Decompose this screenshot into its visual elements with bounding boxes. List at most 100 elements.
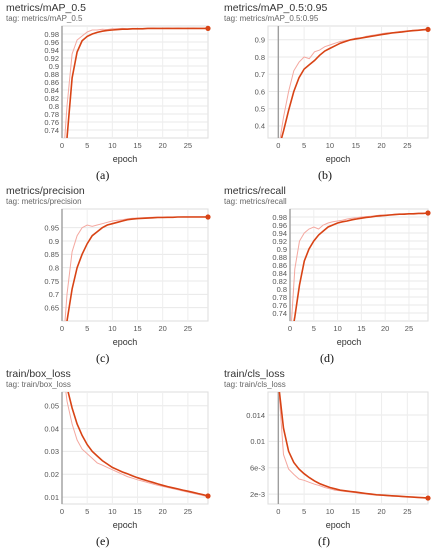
chart-panel-f: train/cls_loss tag: train/cls_loss 0.014… [218, 366, 435, 549]
x-tick-label: 5 [85, 141, 89, 150]
x-tick-label: 15 [357, 324, 365, 333]
y-tick-label: 0.9 [49, 237, 59, 246]
y-tick-label: 0.02 [44, 470, 59, 479]
y-tick-label: 0.78 [272, 293, 287, 302]
y-tick-label: 0.94 [44, 46, 59, 55]
y-tick-label: 0.95 [44, 223, 59, 232]
y-tick-label: 0.84 [44, 86, 59, 95]
chart-svg: 0.980.960.940.920.90.880.860.840.820.80.… [272, 208, 431, 347]
x-tick-label: 0 [276, 507, 280, 516]
y-tick-label: 0.76 [44, 118, 59, 127]
smoothed-series-line [278, 392, 428, 499]
chart-tag: tag: train/cls_loss [224, 380, 286, 389]
x-tick-label: 5 [85, 507, 89, 516]
raw-series-line [65, 392, 208, 498]
x-tick-label: 15 [352, 141, 360, 150]
chart-caption: (d) [320, 351, 334, 365]
end-point-marker [425, 26, 431, 33]
y-tick-label: 0.88 [44, 70, 59, 79]
x-tick-label: 25 [184, 507, 192, 516]
x-tick-label: 10 [326, 507, 334, 516]
x-axis-label: epoch [113, 337, 138, 347]
raw-series-line [278, 392, 428, 499]
end-point-marker [425, 210, 431, 216]
chart-panel-b: metrics/mAP_0.5:0.95 tag: metrics/mAP_0.… [218, 0, 435, 183]
y-tick-label: 0.86 [272, 261, 287, 270]
y-tick-label: 0.9 [49, 62, 59, 71]
x-tick-label: 0 [60, 324, 64, 333]
chart-tag: tag: metrics/mAP_0.5 [6, 14, 83, 23]
plot-frame [267, 391, 429, 505]
y-tick-label: 0.4 [255, 122, 265, 131]
y-tick-label: 0.8 [277, 285, 287, 294]
y-tick-label: 0.74 [44, 126, 59, 135]
y-tick-label: 0.9 [277, 245, 287, 254]
x-tick-label: 25 [184, 141, 192, 150]
chart-title: metrics/recall [224, 185, 286, 197]
smoothed-series-line [293, 212, 428, 321]
x-tick-label: 25 [403, 507, 411, 516]
y-tick-label: 0.5 [255, 105, 265, 114]
chart-title: metrics/mAP_0.5 [6, 2, 86, 14]
chart-tag: tag: metrics/mAP_0.5:0.95 [224, 14, 319, 23]
y-tick-label: 0.86 [44, 78, 59, 87]
chart-caption: (a) [96, 168, 110, 182]
y-tick-label: 0.65 [44, 303, 59, 312]
y-tick-label: 0.85 [44, 250, 59, 259]
chart-tag: tag: metrics/recall [224, 197, 287, 206]
x-tick-label: 5 [302, 141, 306, 150]
y-tick-label: 0.75 [44, 277, 59, 286]
x-axis-label: epoch [113, 154, 138, 164]
x-tick-label: 20 [159, 507, 167, 516]
x-tick-label: 10 [108, 324, 116, 333]
y-tick-label: 0.8 [49, 263, 59, 272]
x-tick-label: 0 [276, 141, 280, 150]
y-tick-label: 0.78 [44, 110, 59, 119]
chart-panel-d: metrics/recall tag: metrics/recall 0.98 0… [218, 183, 435, 366]
x-tick-label: 15 [133, 507, 141, 516]
y-tick-label: 2e-3 [250, 490, 265, 499]
x-tick-label: 15 [133, 141, 141, 150]
x-tick-label: 25 [403, 141, 411, 150]
chart-tag: tag: train/box_loss [6, 380, 71, 389]
x-tick-label: 5 [312, 324, 316, 333]
plot-frame [61, 391, 209, 505]
y-tick-label: 0.7 [255, 70, 265, 79]
y-tick-label: 0.92 [272, 237, 287, 246]
smoothed-series-line [280, 28, 428, 138]
y-tick-label: 0.74 [272, 309, 287, 318]
x-tick-label: 10 [326, 141, 334, 150]
chart-title: metrics/precision [6, 185, 85, 197]
chart-title: metrics/mAP_0.5:0.95 [224, 2, 328, 14]
y-tick-label: 0.03 [44, 447, 59, 456]
x-tick-label: 20 [377, 507, 385, 516]
y-tick-label: 0.96 [44, 38, 59, 47]
y-tick-label: 0.82 [272, 277, 287, 286]
chart-svg: 0.980.960.940.920.90.880.860.840.820.80.… [44, 25, 211, 164]
x-tick-label: 5 [85, 324, 89, 333]
end-point-marker [425, 495, 431, 501]
x-tick-label: 0 [288, 324, 292, 333]
raw-series-line [279, 28, 428, 138]
chart-caption: (b) [318, 168, 332, 182]
chart-svg: 0.95 0.9 0.85 0.8 0.75 0.7 0.65 0 5 10 15 20 25 epoch [44, 208, 211, 347]
y-tick-label: 0.8 [49, 102, 59, 111]
y-tick-label: 0.01 [44, 493, 59, 502]
chart-svg: 0.9 0.8 0.7 0.6 0.5 0.4 0 5 10 15 20 25 epoch [255, 25, 431, 164]
y-tick-label: 0.76 [272, 301, 287, 310]
y-tick-label: 0.96 [272, 221, 287, 230]
chart-panel-e: train/box_loss tag: train/box_loss 0.05 0… [0, 366, 218, 549]
x-tick-label: 15 [133, 324, 141, 333]
x-tick-label: 0 [60, 507, 64, 516]
x-tick-label: 25 [405, 324, 413, 333]
end-point-marker [205, 25, 211, 31]
y-tick-label: 0.01 [250, 437, 265, 446]
x-tick-label: 10 [108, 507, 116, 516]
x-tick-label: 20 [159, 324, 167, 333]
chart-svg: 0.014 0.01 6e-3 2e-3 0 5 10 15 20 25 epoch [246, 391, 431, 530]
y-tick-label: 0.014 [246, 411, 265, 420]
smoothed-series-line [66, 27, 208, 138]
x-axis-label: epoch [326, 154, 351, 164]
x-tick-label: 20 [159, 141, 167, 150]
end-point-marker [205, 493, 211, 499]
